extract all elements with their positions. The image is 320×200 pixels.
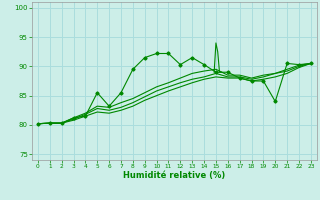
X-axis label: Humidité relative (%): Humidité relative (%) bbox=[123, 171, 226, 180]
